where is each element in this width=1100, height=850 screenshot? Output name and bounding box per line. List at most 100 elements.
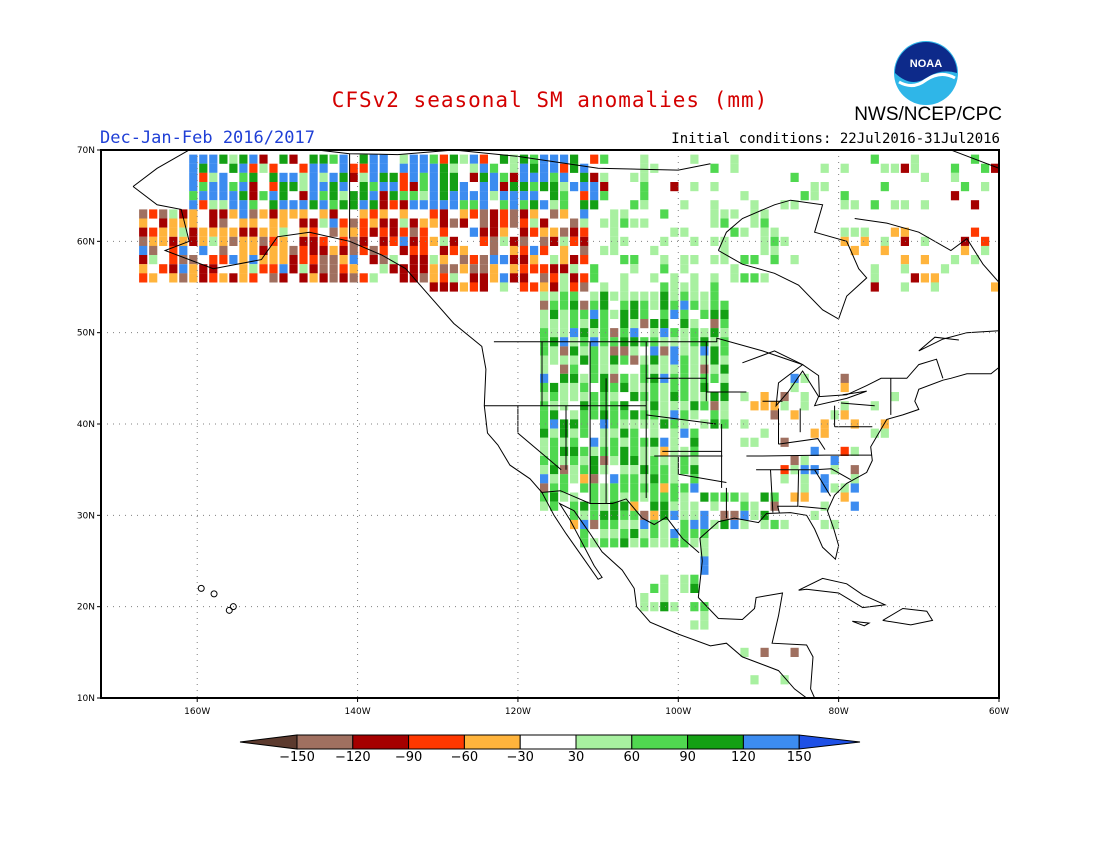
anomaly-cell xyxy=(610,519,619,530)
anomaly-cell xyxy=(570,163,579,173)
anomaly-cell xyxy=(700,538,709,548)
anomaly-cell xyxy=(590,456,599,466)
anomaly-cell xyxy=(209,273,218,283)
anomaly-cell xyxy=(580,501,589,511)
anomaly-cell xyxy=(309,172,318,182)
anomaly-cell xyxy=(650,456,659,466)
anomaly-cell xyxy=(660,538,669,548)
anomaly-cell xyxy=(790,255,799,265)
anomaly-cell xyxy=(139,273,148,283)
anomaly-cell xyxy=(680,574,689,584)
anomaly-cell xyxy=(449,172,458,182)
anomaly-cell xyxy=(870,154,879,164)
anomaly-cell xyxy=(680,510,689,520)
anomaly-cell xyxy=(239,182,248,192)
anomaly-cell xyxy=(720,519,729,530)
anomaly-cell xyxy=(550,200,559,210)
anomaly-cell xyxy=(560,492,569,502)
anomaly-cell xyxy=(700,346,709,356)
noaa-logo: NOAA xyxy=(894,41,958,105)
anomaly-cell xyxy=(800,392,809,402)
anomaly-cell xyxy=(670,392,679,402)
anomaly-cell xyxy=(650,163,659,173)
anomaly-cell xyxy=(680,428,689,438)
anomaly-cell xyxy=(439,163,448,173)
anomaly-cell xyxy=(600,529,609,539)
anomaly-cell xyxy=(540,245,549,256)
anomaly-cell xyxy=(850,446,859,456)
anomaly-cell xyxy=(499,154,509,164)
anomaly-cell xyxy=(930,282,939,292)
anomaly-cell xyxy=(429,264,438,274)
anomaly-cell xyxy=(570,428,579,438)
anomaly-cell xyxy=(459,282,468,292)
anomaly-cell xyxy=(660,319,669,329)
anomaly-cell xyxy=(499,209,509,219)
anomaly-cell xyxy=(449,191,458,201)
anomaly-cell xyxy=(239,154,248,164)
anomaly-cell xyxy=(650,602,659,612)
anomaly-cell xyxy=(700,291,709,301)
anomaly-cell xyxy=(850,465,859,475)
coastline-segment xyxy=(852,620,871,627)
anomaly-cell xyxy=(550,309,559,319)
anomaly-cell xyxy=(319,163,328,173)
anomaly-cell xyxy=(690,456,699,466)
anomaly-cell xyxy=(570,154,579,164)
anomaly-cell xyxy=(620,501,629,511)
anomaly-cell xyxy=(139,264,148,274)
anomaly-cell xyxy=(239,245,248,256)
anomaly-cell xyxy=(680,255,689,265)
anomaly-cell xyxy=(880,182,889,192)
anomaly-cell xyxy=(239,273,248,283)
anomaly-cell xyxy=(469,264,478,274)
anomaly-cell xyxy=(700,620,709,630)
anomaly-cell xyxy=(910,273,919,283)
anomaly-cell xyxy=(760,519,769,530)
anomaly-cell xyxy=(660,291,669,301)
anomaly-cell xyxy=(640,593,649,603)
anomaly-cell xyxy=(570,300,579,310)
anomaly-cell xyxy=(760,245,769,256)
anomaly-cell xyxy=(469,209,478,219)
anomaly-cell xyxy=(439,255,448,265)
anomaly-cell xyxy=(530,172,539,182)
anomaly-cell xyxy=(610,209,619,219)
anomaly-cell xyxy=(550,182,559,192)
anomaly-cell xyxy=(530,182,539,192)
anomaly-cell xyxy=(790,200,799,210)
colorbar-label: −120 xyxy=(334,750,371,765)
anomaly-cell xyxy=(580,300,589,310)
anomaly-cell xyxy=(660,346,669,356)
anomaly-cell xyxy=(810,446,819,456)
anomaly-cell xyxy=(630,328,639,338)
longitude-labels: 160W 140W 120W 100W 80W 60W xyxy=(184,698,1009,717)
anomaly-cell xyxy=(349,172,358,182)
anomaly-cell xyxy=(750,273,759,283)
anomaly-cell xyxy=(640,602,649,612)
anomaly-cell xyxy=(900,255,909,265)
anomaly-cell xyxy=(449,236,458,246)
anomaly-cell xyxy=(670,182,679,192)
anomaly-cell xyxy=(630,410,639,420)
anomaly-cell xyxy=(550,300,559,310)
anomaly-cell xyxy=(249,191,258,201)
anomaly-cell xyxy=(189,273,198,283)
anomaly-cell xyxy=(710,273,719,283)
anomaly-cell xyxy=(289,200,298,210)
anomaly-cell xyxy=(349,227,358,237)
anomaly-cell xyxy=(680,401,689,411)
anomaly-cell xyxy=(279,236,288,246)
anomaly-cell xyxy=(620,446,629,456)
anomaly-cell xyxy=(279,172,288,182)
coastlines xyxy=(132,150,999,698)
anomaly-cell xyxy=(590,437,599,447)
anomaly-cell xyxy=(550,465,559,475)
anomaly-cell xyxy=(580,218,589,228)
anomaly-cell xyxy=(660,583,669,593)
anomaly-cell xyxy=(530,264,539,274)
anomaly-cell xyxy=(630,392,639,402)
anomaly-cell xyxy=(509,273,519,283)
anomaly-cell xyxy=(780,437,789,447)
anomaly-cell xyxy=(269,191,278,201)
